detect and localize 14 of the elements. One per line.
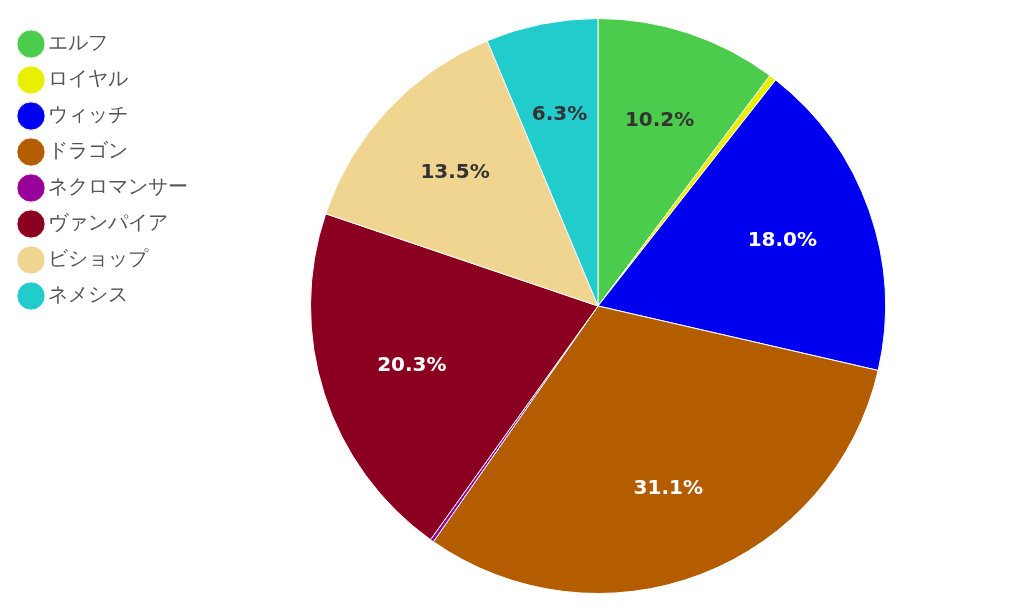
legend-label: ネクロマンサー [48,174,188,199]
data-label: 6.3% [531,100,588,125]
legend-label: ビショップ [48,246,149,271]
legend-label: ドラゴン [48,138,128,163]
legend-label: ヴァンパイア [48,210,168,235]
legend-label: ウィッチ [48,102,128,127]
legend-label: エルフ [48,30,108,55]
data-label: 13.5% [420,158,490,183]
data-label: 10.2% [624,106,695,131]
data-label: 20.3% [377,352,447,377]
data-label: 18.0% [747,227,818,252]
legend-label: ロイヤル [48,66,128,91]
data-label: 31.1% [633,474,703,499]
legend-label: ネメシス [48,282,128,307]
